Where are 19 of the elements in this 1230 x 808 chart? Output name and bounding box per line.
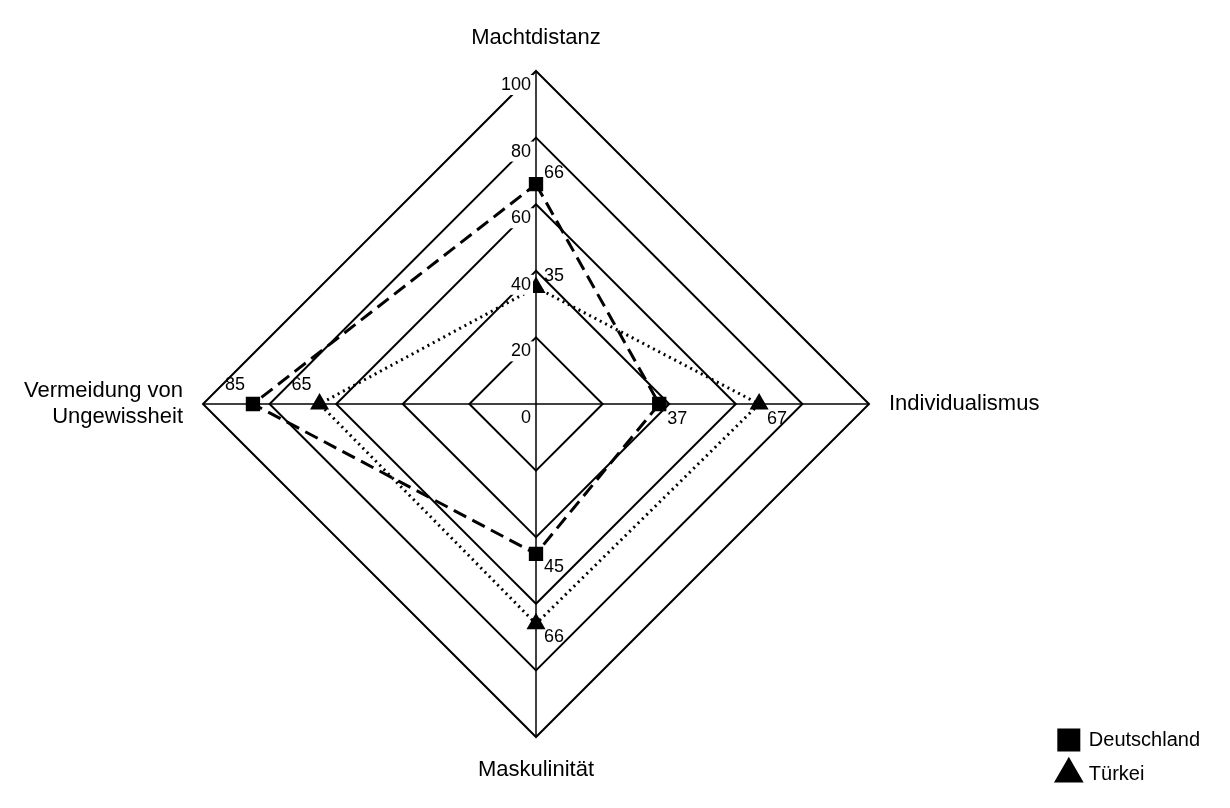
- data-label: 37: [667, 407, 688, 428]
- legend-label: Türkei: [1088, 761, 1145, 784]
- y-tick-label: 0: [520, 406, 531, 427]
- data-label: 45: [544, 555, 565, 576]
- spoke-label: Vermeidung von Ungewissheit: [24, 376, 183, 429]
- data-label: 35: [544, 265, 565, 286]
- spoke-label: Machtdistanz: [471, 23, 601, 49]
- data-label: 66: [544, 625, 565, 646]
- spoke-label: Maskulinität: [477, 756, 595, 782]
- legend-label: Deutschland: [1088, 727, 1201, 750]
- y-tick-label: 80: [510, 140, 531, 161]
- y-tick-label: 40: [510, 273, 531, 294]
- y-tick-label: 100: [500, 73, 531, 94]
- data-label: 85: [224, 373, 245, 394]
- data-label: 66: [544, 162, 565, 183]
- y-tick-label: 20: [510, 340, 531, 361]
- spoke-label: Individualismus: [889, 390, 1040, 416]
- data-label: 67: [767, 407, 788, 428]
- y-tick-label: 60: [510, 207, 531, 228]
